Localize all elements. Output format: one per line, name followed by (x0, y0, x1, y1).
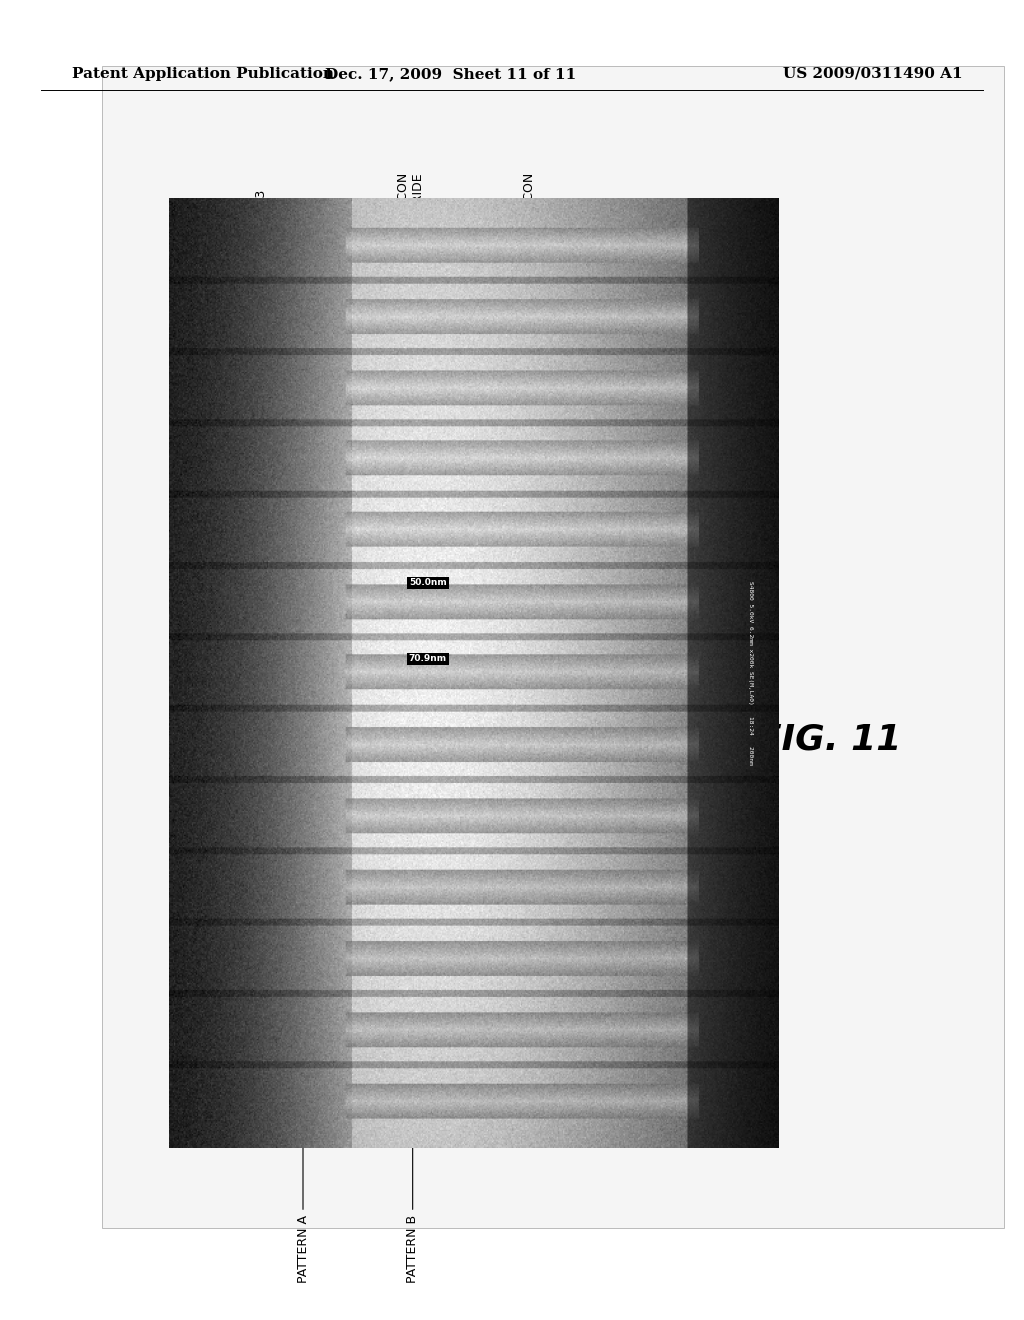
Text: 70.9nm: 70.9nm (409, 655, 446, 664)
Text: US 2009/0311490 A1: US 2009/0311490 A1 (783, 67, 963, 81)
Text: FIG. 11: FIG. 11 (758, 722, 901, 756)
Text: ODL63: ODL63 (254, 189, 297, 318)
Text: SILICON: SILICON (522, 172, 548, 318)
Text: PATTERN B: PATTERN B (407, 1096, 419, 1283)
Text: 50.0nm: 50.0nm (409, 578, 446, 587)
Bar (102, 66, 1004, 1228)
Text: SILICON
NITRIDE: SILICON NITRIDE (395, 172, 437, 318)
Text: Dec. 17, 2009  Sheet 11 of 11: Dec. 17, 2009 Sheet 11 of 11 (325, 67, 577, 81)
Text: S4800 5.0kV 6.2mm x200k SE(M,LA0)   18:24   200nm: S4800 5.0kV 6.2mm x200k SE(M,LA0) 18:24 … (749, 581, 754, 766)
Text: PATTERN A: PATTERN A (297, 1096, 309, 1283)
Text: Patent Application Publication: Patent Application Publication (72, 67, 334, 81)
